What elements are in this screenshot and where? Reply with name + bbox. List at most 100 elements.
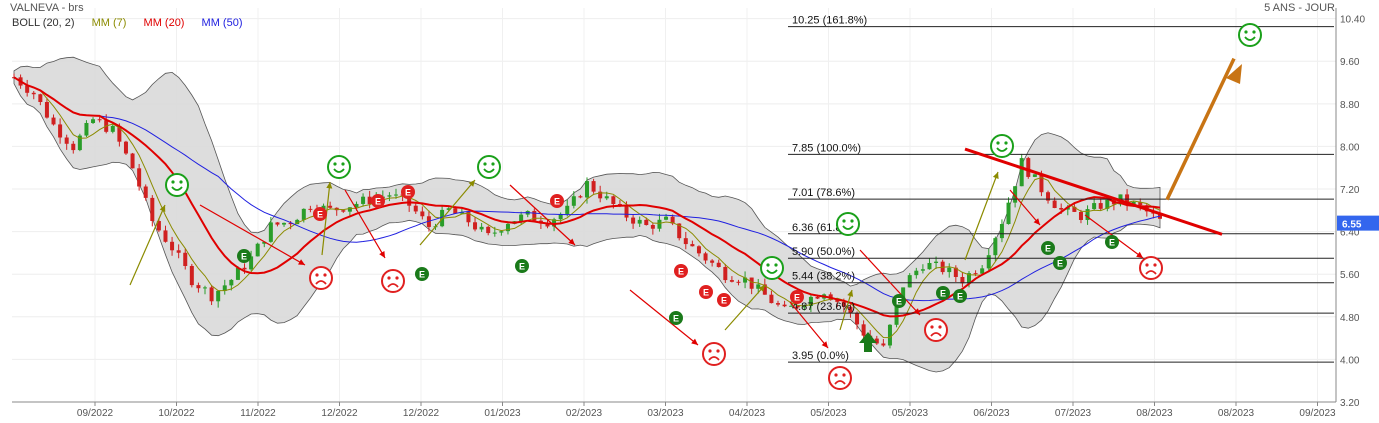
candle-body bbox=[282, 222, 287, 225]
candle-body bbox=[624, 204, 629, 218]
sad-face-icon bbox=[381, 269, 405, 293]
legend-mm7: MM (7) bbox=[91, 17, 127, 29]
x-tick-label: 02/2023 bbox=[566, 408, 603, 419]
candle-body bbox=[677, 223, 682, 239]
candle-body bbox=[1098, 203, 1103, 209]
candle-body bbox=[137, 168, 142, 187]
candle-body bbox=[716, 262, 721, 268]
candle-body bbox=[97, 119, 102, 121]
event-marker-circle bbox=[550, 194, 564, 208]
candle-body bbox=[696, 246, 701, 254]
face-outline bbox=[924, 318, 948, 342]
axes: 10.40 9.60 8.80 8.00 7.20 6.40 5.60 4.80 4.00 3.2… bbox=[12, 8, 1379, 419]
candle-body bbox=[552, 219, 557, 227]
fib-level-label: 5.90 (50.0%) bbox=[792, 246, 855, 258]
face-mouth bbox=[483, 168, 495, 173]
event-marker-circle bbox=[371, 194, 385, 208]
candle-body bbox=[1046, 192, 1051, 201]
candle-body bbox=[1039, 174, 1044, 193]
candle-body bbox=[453, 208, 458, 214]
candle-body bbox=[1131, 201, 1136, 205]
x-tick-label: 01/2023 bbox=[484, 408, 521, 419]
candle-body bbox=[861, 324, 866, 336]
event-marker-label: E bbox=[1057, 259, 1063, 269]
signal-arrowhead bbox=[568, 238, 575, 245]
candle-body bbox=[710, 260, 715, 263]
x-tick-label: 08/2023 bbox=[1136, 408, 1173, 419]
candle-body bbox=[808, 296, 813, 307]
candle-body bbox=[222, 285, 227, 291]
face-outline bbox=[702, 342, 726, 366]
candle-body bbox=[743, 277, 748, 283]
candle-body bbox=[446, 208, 451, 210]
event-marker-circle bbox=[1053, 256, 1067, 270]
event-marker-label: E bbox=[957, 292, 963, 302]
candle-body bbox=[664, 216, 669, 220]
candle-body bbox=[729, 280, 734, 282]
candle-body bbox=[762, 284, 767, 295]
candle-body bbox=[855, 313, 860, 325]
candle-body bbox=[268, 222, 273, 242]
face-eye bbox=[850, 219, 854, 223]
y-tick-label: 8.00 bbox=[1340, 142, 1360, 153]
candle-body bbox=[1078, 211, 1083, 220]
candle-body bbox=[459, 212, 464, 214]
legend: BOLL (20, 2) MM (7) MM (20) MM (50) bbox=[12, 17, 257, 29]
candle-body bbox=[782, 304, 787, 307]
candle-body bbox=[196, 285, 201, 289]
candle-body bbox=[841, 301, 846, 307]
candle-body bbox=[361, 196, 366, 204]
candle-body bbox=[216, 290, 221, 302]
candle-body bbox=[25, 85, 30, 93]
x-tick-label: 08/2023 bbox=[1218, 408, 1255, 419]
candle-body bbox=[980, 268, 985, 274]
candle-body bbox=[591, 181, 596, 192]
candle-body bbox=[1072, 206, 1077, 212]
event-marker-circle bbox=[669, 311, 683, 325]
candle-body bbox=[499, 231, 504, 233]
candle-body bbox=[341, 210, 346, 212]
signal-arrowhead bbox=[992, 172, 999, 179]
signal-arrow bbox=[859, 249, 921, 316]
happy-face-icon bbox=[477, 155, 501, 179]
event-marker-circle bbox=[313, 207, 327, 221]
candle-body bbox=[229, 279, 234, 286]
candle-body bbox=[1092, 203, 1097, 210]
projection-arrow-head bbox=[1226, 64, 1242, 84]
y-tick-label: 6.40 bbox=[1340, 228, 1360, 239]
signal-arrowhead bbox=[691, 338, 698, 345]
y-tick-label: 9.60 bbox=[1340, 57, 1360, 68]
resistance-trendline bbox=[964, 147, 1223, 236]
candle-body bbox=[123, 141, 128, 154]
sad-face-icon bbox=[702, 342, 726, 366]
candle-body bbox=[1105, 199, 1110, 209]
candle-body bbox=[881, 343, 886, 346]
candle-body bbox=[255, 243, 260, 257]
candle-body bbox=[38, 94, 43, 102]
candle-body bbox=[387, 195, 392, 197]
event-marker-label: E bbox=[940, 289, 946, 299]
sad-face-icon bbox=[309, 266, 333, 290]
signal-arrow bbox=[839, 289, 853, 331]
face-mouth bbox=[333, 168, 345, 173]
face-mouth bbox=[1244, 36, 1256, 41]
face-eye bbox=[996, 141, 1000, 145]
face-outline bbox=[990, 134, 1014, 158]
candle-body bbox=[953, 267, 958, 277]
face-eye bbox=[834, 373, 838, 377]
signal-arrow bbox=[629, 289, 699, 346]
candle-body bbox=[203, 287, 207, 289]
face-mouth bbox=[834, 380, 846, 385]
candle-body bbox=[1026, 158, 1031, 177]
candle-body bbox=[565, 205, 570, 214]
face-eye bbox=[483, 162, 487, 166]
candle-body bbox=[631, 217, 636, 224]
face-outline bbox=[836, 212, 860, 236]
candle-body bbox=[967, 273, 971, 284]
candle-body bbox=[934, 261, 939, 263]
happy-face-icon bbox=[836, 212, 860, 236]
x-tick-label: 10/2022 bbox=[158, 408, 195, 419]
event-marker-circle bbox=[936, 286, 950, 300]
candle-body bbox=[901, 287, 906, 304]
candle-body bbox=[604, 196, 609, 199]
